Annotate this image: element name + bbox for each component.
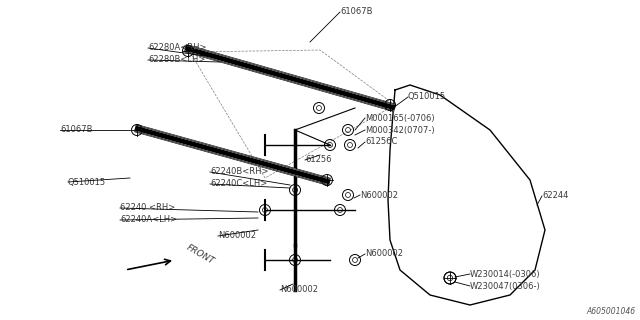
Text: Q510015: Q510015 [408, 92, 446, 101]
Text: M000342(0707-): M000342(0707-) [365, 125, 435, 134]
Text: 62280B<LH>: 62280B<LH> [148, 55, 205, 65]
Text: 61067B: 61067B [340, 7, 372, 17]
Text: N600002: N600002 [360, 190, 398, 199]
Text: N600002: N600002 [365, 250, 403, 259]
Text: 61067B: 61067B [60, 125, 93, 134]
Text: 62240C<LH>: 62240C<LH> [210, 180, 268, 188]
Text: N600002: N600002 [280, 285, 318, 294]
Text: FRONT: FRONT [185, 244, 216, 267]
Text: W230014(-0306): W230014(-0306) [470, 269, 541, 278]
Text: 62240B<RH>: 62240B<RH> [210, 167, 269, 177]
Text: 61256C: 61256C [365, 138, 397, 147]
Text: Q510015: Q510015 [68, 178, 106, 187]
Text: 62240A<LH>: 62240A<LH> [120, 215, 177, 225]
Text: W230047(0306-): W230047(0306-) [470, 282, 541, 291]
Text: A605001046: A605001046 [587, 307, 636, 316]
Text: M000165(-0706): M000165(-0706) [365, 114, 435, 123]
Text: 62240 <RH>: 62240 <RH> [120, 204, 175, 212]
Text: 61256: 61256 [305, 156, 332, 164]
Text: 62244: 62244 [542, 191, 568, 201]
Text: 62280A<RH>: 62280A<RH> [148, 44, 207, 52]
Text: N600002: N600002 [218, 231, 256, 241]
